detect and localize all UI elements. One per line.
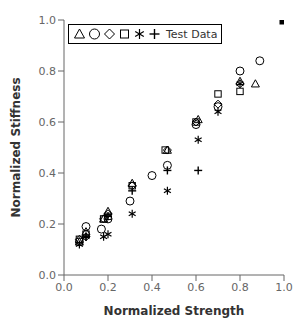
svg-text:1.0: 1.0: [39, 14, 57, 27]
html-text:Test Data: Test Data: [166, 27, 218, 41]
svg-text:0.4: 0.4: [39, 167, 57, 180]
svg-text:0.8: 0.8: [39, 65, 57, 78]
svg-text:0.0: 0.0: [39, 269, 57, 282]
svg-text:0.4: 0.4: [143, 281, 161, 294]
svg-text:0.2: 0.2: [39, 218, 57, 231]
svg-text:Normalized Strength: Normalized Strength: [104, 304, 245, 318]
svg-text:Normalized Stiffness: Normalized Stiffness: [9, 77, 23, 217]
svg-text:0.2: 0.2: [99, 281, 117, 294]
svg-text:1.0: 1.0: [275, 281, 293, 294]
svg-text:0.6: 0.6: [187, 281, 205, 294]
svg-text:0.0: 0.0: [55, 281, 73, 294]
svg-text:0.8: 0.8: [231, 281, 249, 294]
svg-text:0.6: 0.6: [39, 116, 57, 129]
